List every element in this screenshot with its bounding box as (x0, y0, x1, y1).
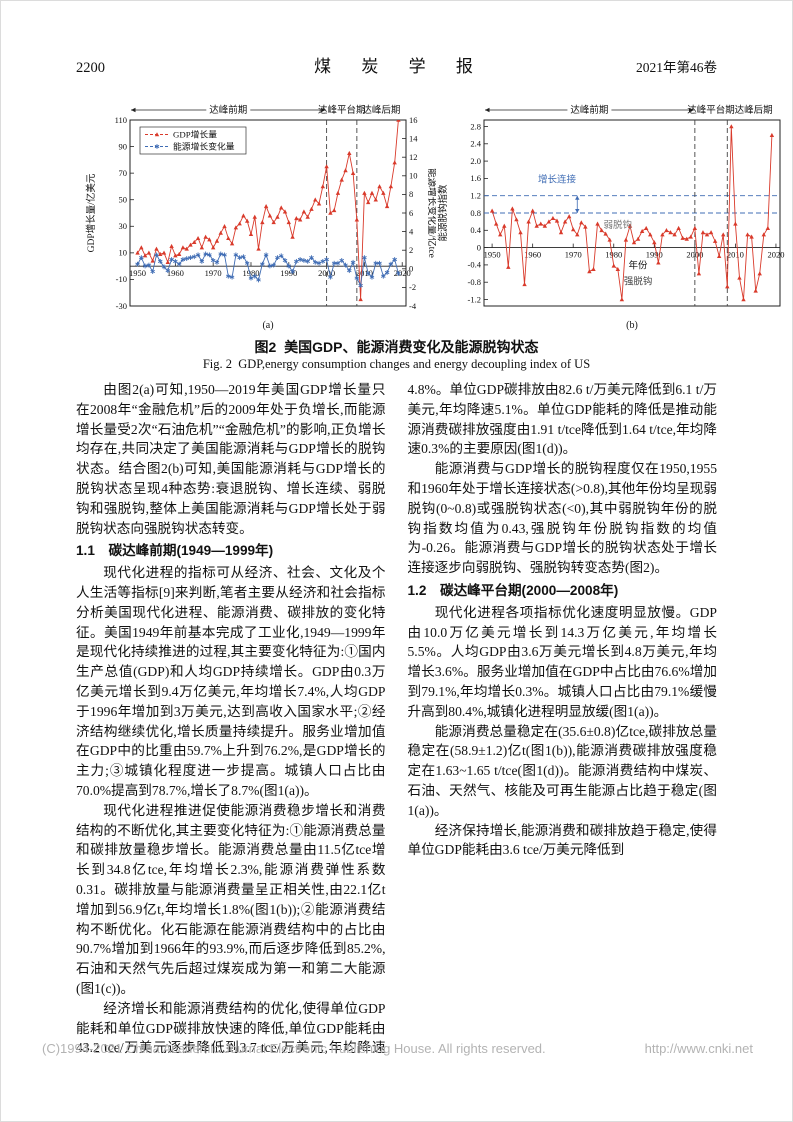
series-能源增长变化量 (135, 251, 401, 288)
svg-text:6: 6 (409, 208, 413, 218)
svg-text:(b): (b) (626, 320, 638, 331)
svg-text:70: 70 (119, 168, 128, 178)
svg-text:0.4: 0.4 (470, 225, 481, 235)
svg-text:0: 0 (409, 264, 413, 274)
svg-text:1980: 1980 (605, 250, 622, 260)
svg-text:110: 110 (115, 115, 127, 125)
footer-url: http://www.cnki.net (644, 1041, 753, 1056)
svg-text:-4: -4 (409, 301, 417, 311)
figure-caption-en: Fig. 2 GDP,energy consumption changes an… (202, 357, 591, 371)
svg-text:1960: 1960 (167, 268, 184, 278)
svg-text:2010: 2010 (356, 268, 373, 278)
svg-text:达峰平台期: 达峰平台期 (318, 104, 366, 116)
svg-text:2010: 2010 (727, 250, 744, 260)
svg-text:GDP增长量: GDP增长量 (173, 129, 217, 140)
section-heading: 1.1 碳达峰前期(1949—1999年) (76, 543, 274, 559)
page-footer: (C)1994-2021 China Academic Journal Elec… (42, 1041, 753, 1056)
svg-text:(a): (a) (262, 320, 273, 331)
body-paragraph: 现代化进程各项指标优化速度明显放慢。GDP由10.0万亿美元增长到14.3万亿美… (407, 604, 718, 719)
svg-text:达峰前期: 达峰前期 (209, 104, 247, 116)
issue-info: 2021年第46卷 (636, 60, 717, 75)
svg-text:14: 14 (409, 133, 418, 143)
svg-text:-10: -10 (116, 274, 127, 284)
svg-text:达峰平台期: 达峰平台期 (687, 104, 735, 116)
figure-caption-cn: 图2 美国GDP、能源消费变化及能源脱钩状态 (254, 339, 539, 355)
article-body: 由图2(a)可知,1950—2019年美国GDP增长量只在2008年“金融危机”… (76, 380, 717, 1060)
body-paragraph: 经济增长和能源消费结构的优化,使得单位GDP能耗和单位GDP碳排放快速的降低,单… (76, 382, 717, 1056)
svg-text:1960: 1960 (524, 250, 541, 260)
svg-text:GDP增长量/亿美元: GDP增长量/亿美元 (85, 173, 97, 252)
svg-text:能源脱钩指数: 能源脱钩指数 (437, 184, 449, 242)
copyright-text: (C)1994-2021 China Academic Journal Elec… (42, 1041, 546, 1056)
svg-text:-2: -2 (409, 282, 416, 292)
page-header: 2200 煤 炭 学 报 2021年第46卷 (76, 52, 717, 77)
svg-text:弱脱钩: 弱脱钩 (604, 219, 633, 231)
series-GDP增长量 (135, 120, 401, 302)
svg-text:1.6: 1.6 (470, 173, 481, 183)
svg-text:-1.2: -1.2 (468, 294, 481, 304)
svg-text:2020: 2020 (767, 250, 784, 260)
svg-text:10: 10 (119, 248, 128, 258)
svg-text:达峰后期: 达峰后期 (362, 104, 400, 116)
chart-a-gdp-energy-change: 110 90 70 50 30 10 -10 -30 16 14 12 10 8 6 4 2 0 -2 -4 1950… (85, 104, 436, 331)
svg-text:能源增长变化量: 能源增长变化量 (173, 141, 235, 152)
svg-text:强脱钩: 强脱钩 (624, 275, 653, 287)
svg-text:1990: 1990 (280, 268, 297, 278)
series-能源脱钩指数 (489, 124, 775, 302)
svg-text:2.4: 2.4 (470, 139, 481, 149)
svg-text:12: 12 (409, 152, 418, 162)
svg-text:90: 90 (119, 141, 128, 151)
svg-text:1950: 1950 (129, 268, 146, 278)
svg-text:2.0: 2.0 (470, 156, 481, 166)
svg-text:-30: -30 (116, 301, 127, 311)
figure-2: 110 90 70 50 30 10 -10 -30 16 14 12 10 8 6 4 2 0 -2 -4 1950… (84, 90, 790, 334)
svg-text:30: 30 (119, 221, 128, 231)
svg-text:16: 16 (409, 115, 418, 125)
body-paragraph: 经济保持增长,能源消费和碳排放趋于稳定,使得单位GDP能耗由3.6 tce/万美… (407, 822, 718, 858)
svg-text:1970: 1970 (565, 250, 582, 260)
svg-text:4: 4 (409, 226, 414, 236)
body-paragraph: 由图2(a)可知,1950—2019年美国GDP增长量只在2008年“金融危机”… (76, 382, 386, 536)
svg-text:2000: 2000 (686, 250, 703, 260)
svg-text:2.8: 2.8 (470, 121, 481, 131)
svg-text:50: 50 (119, 195, 128, 205)
svg-text:能源增长变化量/亿tce: 能源增长变化量/亿tce (426, 168, 436, 258)
body-paragraph: 能源消费与GDP增长的脱钩程度仅在1950,1955和1960年处于增长连接状态… (407, 461, 718, 576)
svg-text:1980: 1980 (242, 268, 259, 278)
svg-text:2: 2 (409, 245, 413, 255)
svg-text:年份: 年份 (628, 260, 648, 272)
svg-text:1950: 1950 (484, 250, 501, 260)
svg-text:0.8: 0.8 (470, 208, 481, 218)
journal-title: 煤 炭 学 报 (314, 57, 479, 76)
svg-text:-0.4: -0.4 (468, 260, 482, 270)
body-paragraph: 能源消费总量稳定在(35.6±0.8)亿tce,碳排放总量稳定在(58.9±1.… (407, 723, 718, 818)
svg-text:0: 0 (477, 242, 481, 252)
svg-text:8: 8 (409, 189, 413, 199)
svg-text:10: 10 (409, 171, 418, 181)
svg-text:达峰前期: 达峰前期 (570, 104, 608, 116)
body-paragraph: 现代化进程的指标可从经济、社会、文化及个人生活等指标[9]来判断,笔者主要从经济… (76, 565, 386, 798)
svg-text:1.2: 1.2 (470, 190, 481, 200)
body-paragraph: 现代化进程推进促使能源消费稳步增长和消费结构的不断优化,其主要变化特征为:①能源… (76, 802, 386, 996)
svg-text:达峰后期: 达峰后期 (735, 104, 773, 116)
page-number: 2200 (76, 60, 105, 76)
svg-text:2020: 2020 (394, 268, 411, 278)
section-heading: 1.2 碳达峰平台期(2000—2008年) (407, 582, 619, 598)
svg-text:-0.8: -0.8 (468, 277, 481, 287)
svg-text:1970: 1970 (205, 268, 222, 278)
svg-text:增长连接: 增长连接 (538, 174, 577, 186)
chart-b-decoupling-index: 2.8 2.4 2.0 1.6 1.2 0.8 0.4 0 -0.4 -0.8 -1.2 1950 19… (437, 104, 784, 331)
svg-text:1990: 1990 (646, 250, 663, 260)
